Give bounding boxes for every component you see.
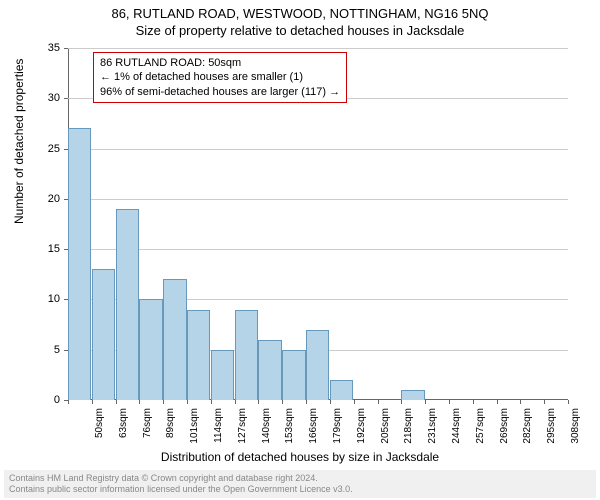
histogram-bar (282, 350, 305, 400)
footer-line2: Contains public sector information licen… (9, 484, 591, 495)
x-tick-label: 76sqm (142, 408, 153, 448)
info-box-line2: ← 1% of detached houses are smaller (1) (100, 70, 340, 84)
histogram-bar (211, 350, 234, 400)
y-tick-label: 25 (30, 143, 60, 155)
x-tick-label: 205sqm (380, 408, 391, 448)
x-tick-mark (187, 400, 188, 404)
x-tick-label: 244sqm (451, 408, 462, 448)
x-tick-mark (68, 400, 69, 404)
info-box-line3: 96% of semi-detached houses are larger (… (100, 85, 340, 99)
y-tick-label: 0 (30, 394, 60, 406)
x-tick-label: 166sqm (308, 408, 319, 448)
y-tick-label: 35 (30, 42, 60, 54)
x-tick-mark (425, 400, 426, 404)
gridline (68, 149, 568, 150)
x-tick-label: 218sqm (403, 408, 414, 448)
x-tick-label: 231sqm (427, 408, 438, 448)
x-tick-mark (520, 400, 521, 404)
x-tick-mark (116, 400, 117, 404)
y-tick-label: 20 (30, 193, 60, 205)
histogram-bar (139, 299, 162, 400)
y-tick-mark (64, 48, 68, 49)
x-tick-label: 257sqm (475, 408, 486, 448)
histogram-bar (163, 279, 186, 400)
x-tick-label: 153sqm (284, 408, 295, 448)
x-tick-mark (449, 400, 450, 404)
gridline (68, 48, 568, 49)
footer-line1: Contains HM Land Registry data © Crown c… (9, 473, 591, 484)
x-tick-label: 140sqm (261, 408, 272, 448)
x-axis-label: Distribution of detached houses by size … (0, 450, 600, 464)
histogram-bar (68, 128, 91, 400)
x-tick-label: 295sqm (546, 408, 557, 448)
x-tick-mark (306, 400, 307, 404)
histogram-bar (258, 340, 281, 400)
y-tick-label: 5 (30, 344, 60, 356)
x-tick-mark (282, 400, 283, 404)
footer: Contains HM Land Registry data © Crown c… (4, 470, 596, 499)
chart-plot-area: 86 RUTLAND ROAD: 50sqm ← 1% of detached … (68, 48, 568, 400)
x-tick-label: 89sqm (165, 408, 176, 448)
x-tick-label: 179sqm (332, 408, 343, 448)
x-tick-label: 308sqm (570, 408, 581, 448)
x-tick-label: 63sqm (118, 408, 129, 448)
x-tick-label: 192sqm (356, 408, 367, 448)
page-title-line2: Size of property relative to detached ho… (0, 21, 600, 38)
x-tick-label: 282sqm (522, 408, 533, 448)
x-tick-mark (330, 400, 331, 404)
histogram-bar (306, 330, 329, 400)
x-tick-mark (401, 400, 402, 404)
histogram-bar (401, 390, 424, 400)
x-tick-mark (258, 400, 259, 404)
histogram-bar (92, 269, 115, 400)
x-tick-label: 127sqm (237, 408, 248, 448)
x-tick-mark (92, 400, 93, 404)
gridline (68, 199, 568, 200)
histogram-bar (116, 209, 139, 400)
x-tick-mark (497, 400, 498, 404)
y-tick-label: 30 (30, 92, 60, 104)
x-tick-mark (235, 400, 236, 404)
x-tick-mark (163, 400, 164, 404)
info-box-line1: 86 RUTLAND ROAD: 50sqm (100, 56, 340, 70)
x-tick-label: 50sqm (94, 408, 105, 448)
y-tick-mark (64, 98, 68, 99)
x-tick-mark (139, 400, 140, 404)
y-tick-label: 10 (30, 293, 60, 305)
x-tick-label: 114sqm (213, 408, 224, 448)
y-axis-label: Number of detached properties (12, 59, 26, 224)
x-tick-mark (544, 400, 545, 404)
gridline (68, 249, 568, 250)
info-box: 86 RUTLAND ROAD: 50sqm ← 1% of detached … (93, 52, 347, 103)
histogram-bar (187, 310, 210, 401)
x-tick-mark (378, 400, 379, 404)
x-tick-label: 269sqm (499, 408, 510, 448)
page-title-line1: 86, RUTLAND ROAD, WESTWOOD, NOTTINGHAM, … (0, 0, 600, 21)
x-tick-mark (473, 400, 474, 404)
x-tick-mark (354, 400, 355, 404)
x-tick-label: 101sqm (189, 408, 200, 448)
histogram-bar (330, 380, 353, 400)
x-tick-mark (211, 400, 212, 404)
x-tick-mark (568, 400, 569, 404)
histogram-bar (235, 310, 258, 401)
y-tick-label: 15 (30, 243, 60, 255)
